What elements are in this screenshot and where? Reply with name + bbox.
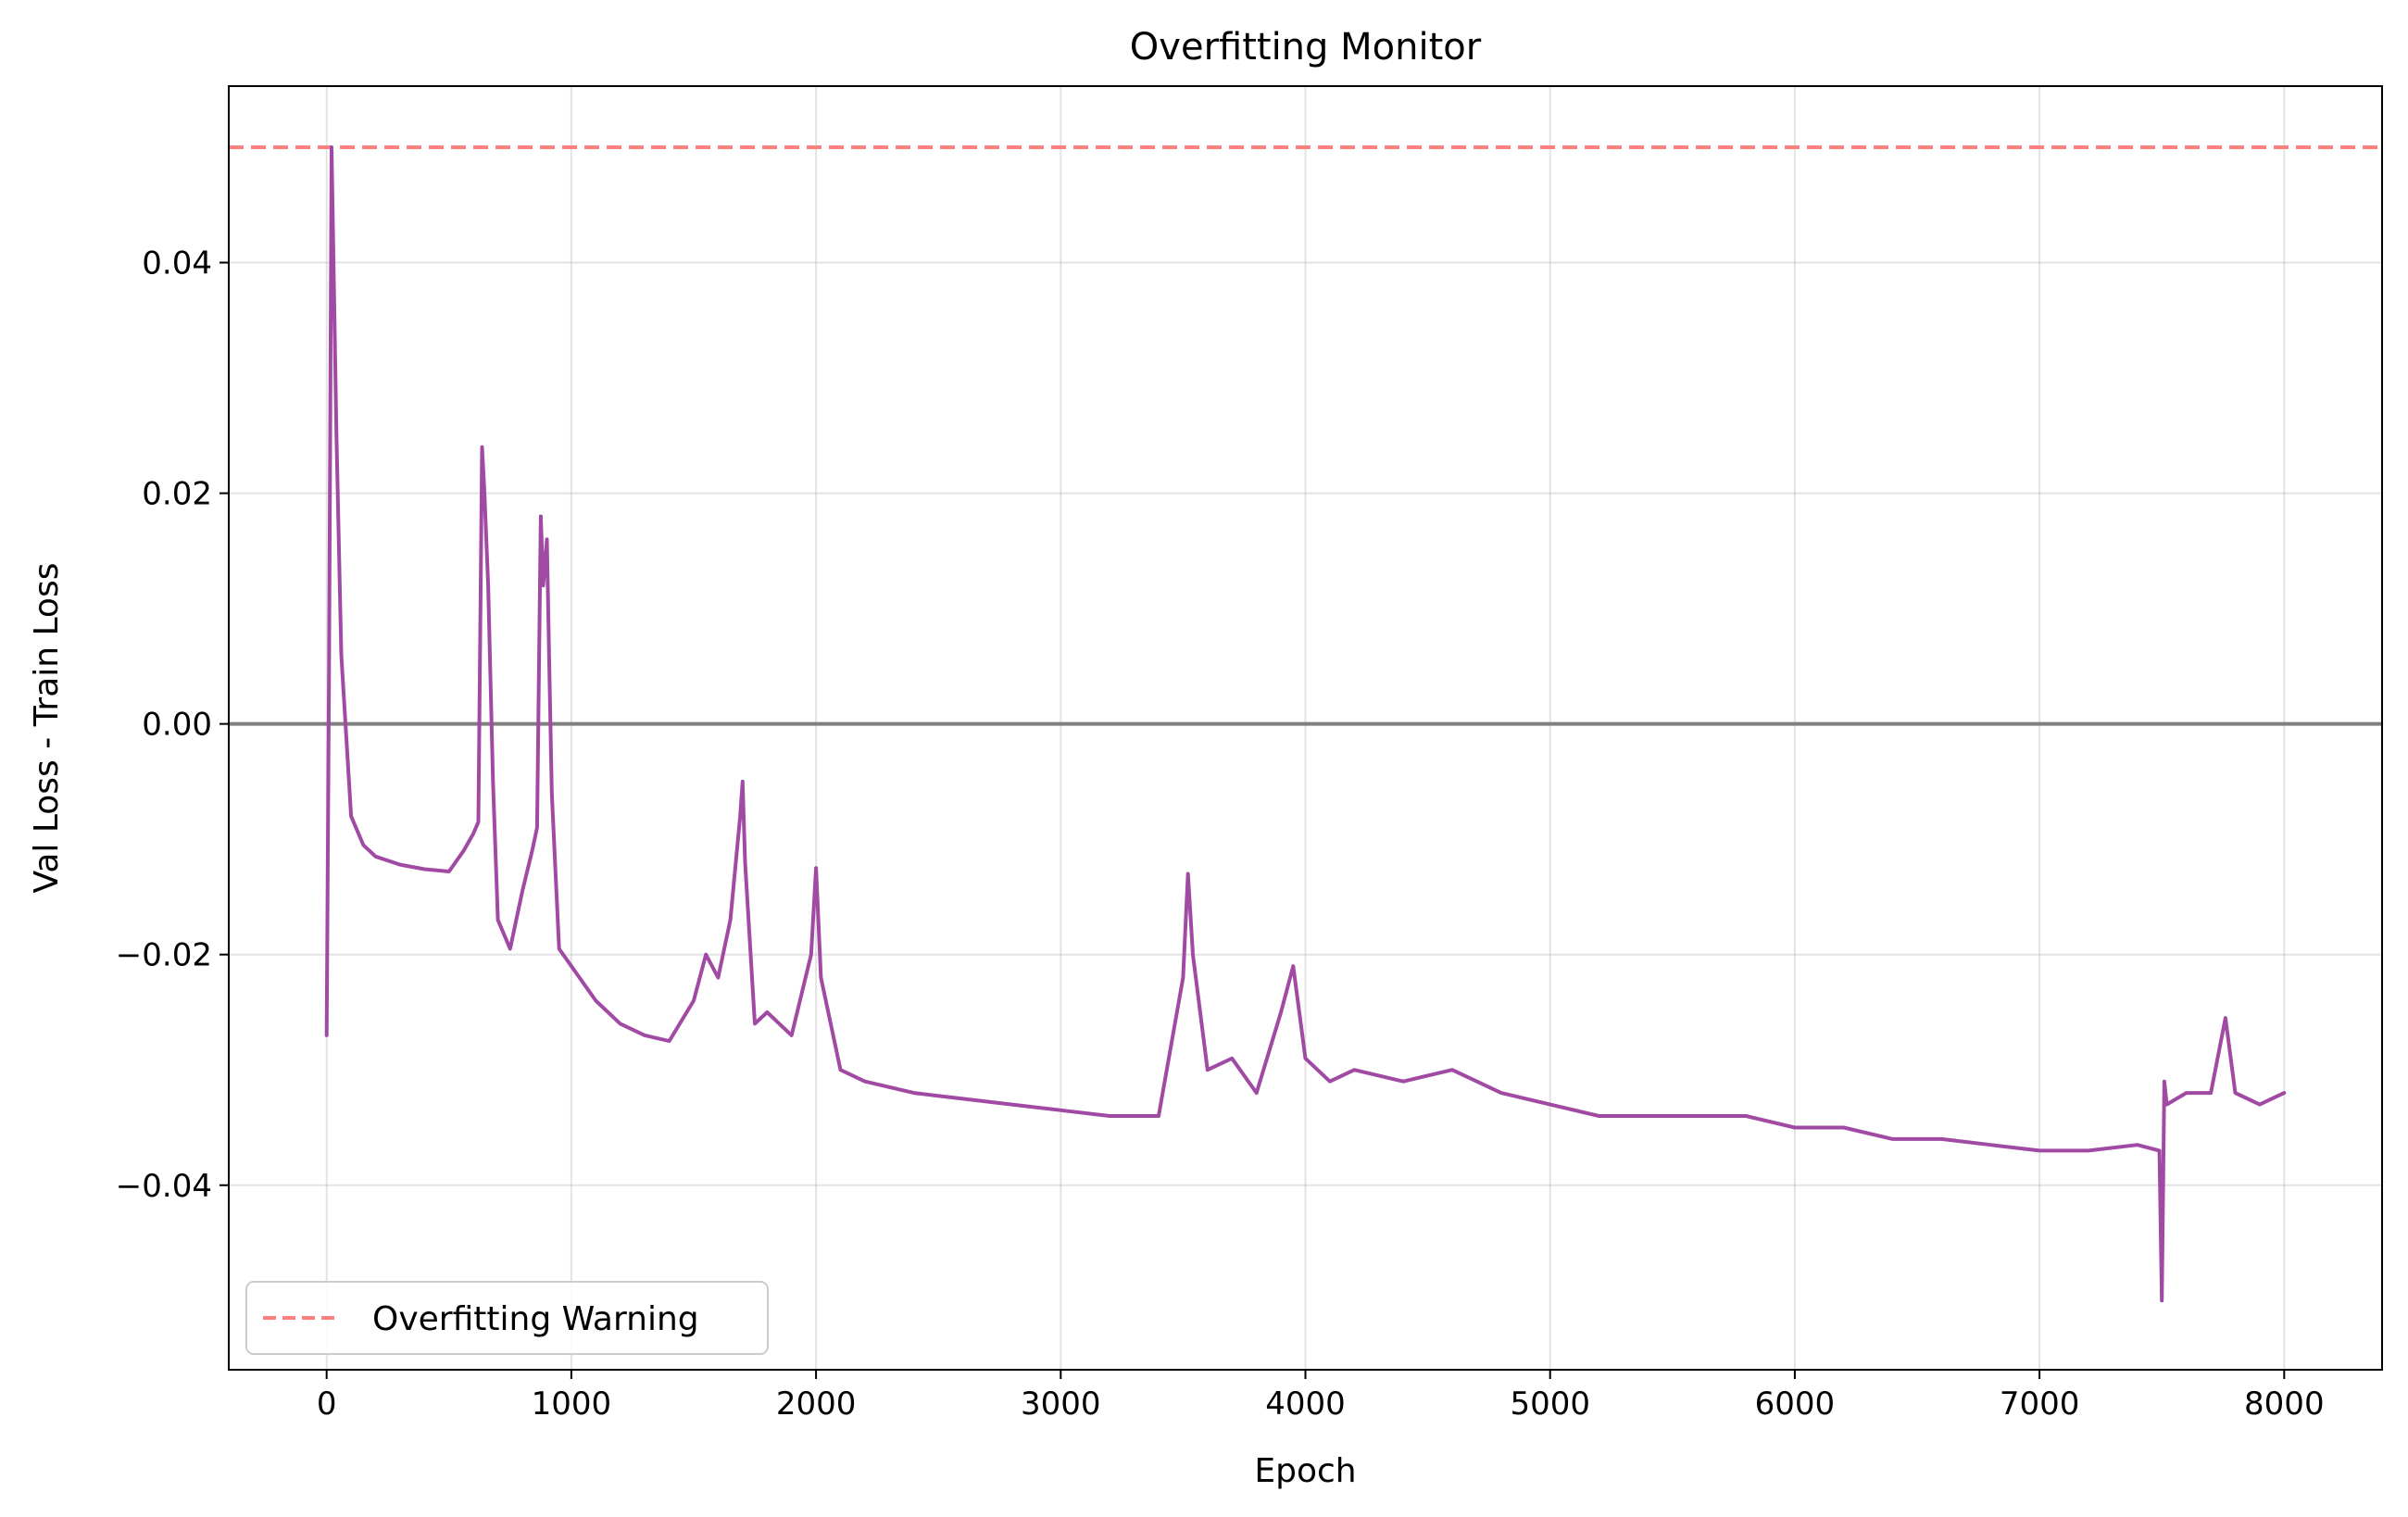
x-axis-label: Epoch (1254, 1452, 1356, 1490)
grid-lines (229, 86, 2382, 1370)
y-tick-label: 0.02 (142, 476, 212, 513)
series-layer (324, 145, 2287, 1303)
x-tick-label: 3000 (1021, 1385, 1101, 1423)
y-tick-label: 0.04 (142, 245, 212, 282)
x-axis-ticks: 0 1000 2000 3000 4000 5000 6000 7000 8000 (317, 1370, 2325, 1423)
x-tick-label: 0 (317, 1385, 337, 1423)
y-axis-label: Val Loss - Train Loss (28, 563, 66, 894)
legend-box (245, 1281, 769, 1355)
chart-title: Overfitting Monitor (1130, 26, 1482, 69)
x-tick-label: 8000 (2244, 1385, 2325, 1423)
legend-label-overfitting-warning: Overfitting Warning (372, 1300, 699, 1338)
y-tick-label: 0.00 (142, 707, 212, 744)
series-line (324, 145, 2287, 1303)
y-tick-label: −0.04 (116, 1168, 212, 1205)
x-tick-label: 4000 (1265, 1385, 1346, 1423)
legend: Overfitting Warning (245, 1281, 769, 1355)
x-tick-label: 2000 (776, 1385, 857, 1423)
y-tick-label: −0.02 (116, 937, 212, 974)
reference-lines (229, 145, 2382, 726)
x-tick-label: 5000 (1510, 1385, 1590, 1423)
y-axis-ticks: −0.04 −0.02 0.00 0.02 0.04 (116, 245, 229, 1205)
x-tick-label: 6000 (1755, 1385, 1836, 1423)
x-tick-label: 1000 (532, 1385, 612, 1423)
x-tick-label: 7000 (2000, 1385, 2080, 1423)
